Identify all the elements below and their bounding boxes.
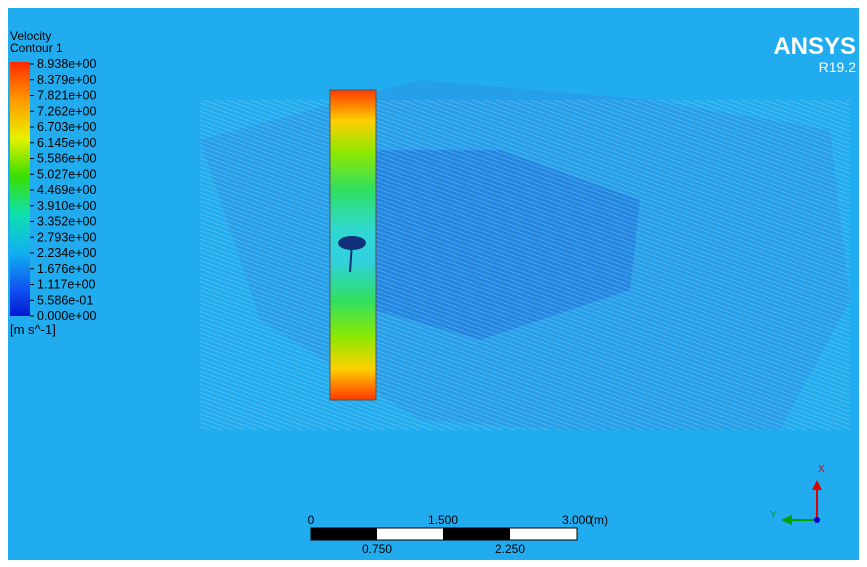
- legend-label: 6.703e+00: [37, 120, 96, 134]
- legend-label: 3.910e+00: [37, 199, 96, 213]
- legend-label: 5.586e-01: [37, 293, 93, 307]
- triad-y: Y: [770, 510, 777, 521]
- mesh-overlay: [200, 100, 850, 430]
- cfd-viewport: Velocity Contour 1 8.938e+008.379e+007.8…: [0, 0, 867, 567]
- colorbar: [10, 62, 30, 316]
- brand-name: ANSYS: [773, 33, 856, 60]
- legend-label: 1.676e+00: [37, 262, 96, 276]
- legend-label: 3.352e+00: [37, 215, 96, 229]
- brand-version: R19.2: [819, 59, 857, 75]
- legend-labels: 8.938e+00 8.379e+00 7.821e+007.262e+00 6.70…: [30, 57, 96, 323]
- legend-label: 5.027e+00: [37, 167, 96, 181]
- z-axis-dot: [814, 517, 820, 523]
- legend-label: 8.938e+00: [37, 57, 96, 71]
- legend-label: 1.117e+00: [37, 278, 96, 292]
- legend-label: 6.145e+00: [37, 136, 96, 150]
- scale-label: 2.250: [495, 542, 525, 556]
- legend-label: 7.262e+00: [37, 104, 96, 118]
- scale-unit: (m): [590, 513, 608, 527]
- legend-label: 5.586e+00: [37, 152, 96, 166]
- legend-label: 7.821e+00: [37, 89, 96, 103]
- legend-subtitle: Contour 1: [10, 41, 63, 55]
- legend-label: 8.379e+00: [37, 73, 96, 87]
- triad-x: X: [818, 464, 825, 475]
- legend-label: 4.469e+00: [37, 183, 96, 197]
- scale-label: 0: [308, 513, 315, 527]
- legend-unit: [m s^-1]: [10, 322, 56, 337]
- legend-label: 2.793e+00: [37, 230, 96, 244]
- scale-label: 1.500: [428, 513, 458, 527]
- legend-label: 0.000e+00: [37, 309, 96, 323]
- legend-label: 2.234e+00: [37, 246, 96, 260]
- scale-label: 0.750: [362, 542, 392, 556]
- scale-segment: [443, 528, 510, 540]
- scale-label: 3.000: [562, 513, 592, 527]
- scale-segment: [311, 528, 377, 540]
